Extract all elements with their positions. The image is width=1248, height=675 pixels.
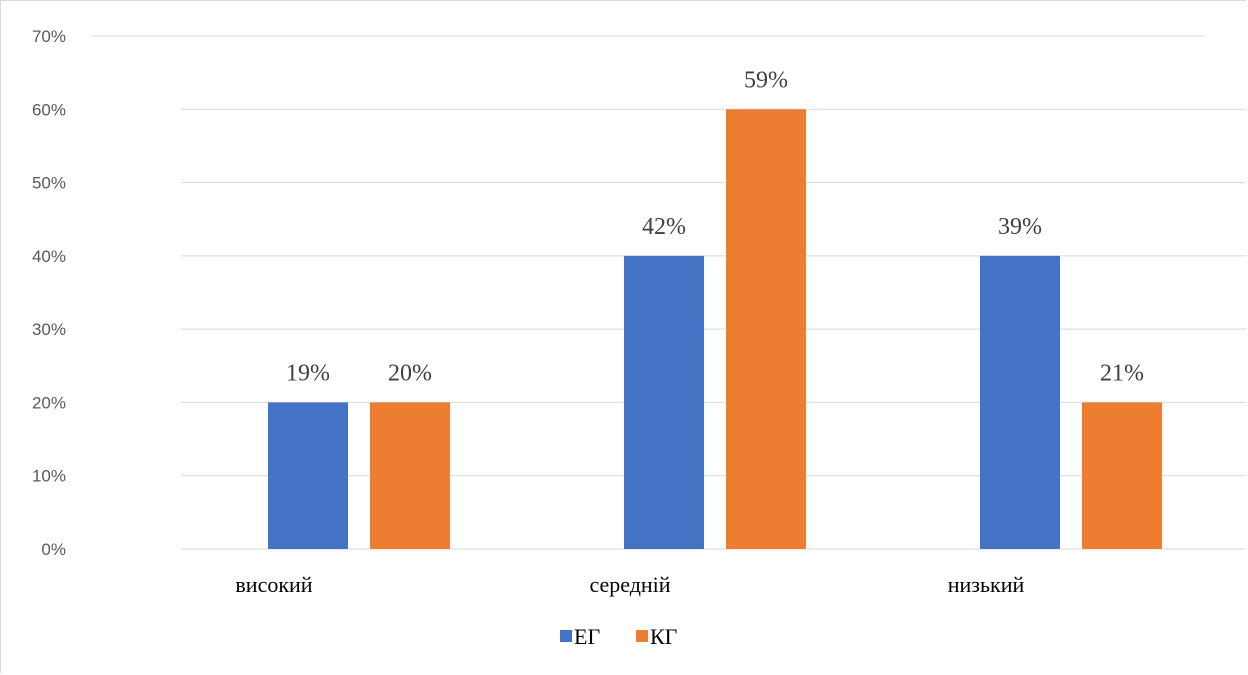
data-label-eg-2: 42% xyxy=(642,214,686,240)
category-label: середній xyxy=(589,572,670,597)
y-tick-label: 70% xyxy=(32,27,66,46)
category-labels: високий середній низький xyxy=(235,572,1024,597)
data-label-kg-2: 59% xyxy=(744,67,788,93)
y-tick-label: 60% xyxy=(32,100,66,119)
y-tick-label: 30% xyxy=(32,320,66,339)
bar-kg-2 xyxy=(726,109,806,550)
legend-label-kg: КГ xyxy=(650,624,678,649)
y-tick-label: 10% xyxy=(32,467,66,486)
data-label-eg-1: 19% xyxy=(286,360,330,386)
legend-swatch-kg xyxy=(636,630,648,642)
data-label-eg-3: 39% xyxy=(998,214,1042,240)
bars xyxy=(268,109,1162,550)
y-tick-label: 0% xyxy=(41,540,66,559)
bar-eg-3 xyxy=(980,255,1060,549)
gridlines xyxy=(91,35,1246,550)
legend-swatch-eg xyxy=(560,630,572,642)
y-tick-label: 20% xyxy=(32,393,66,412)
data-label-kg-3: 21% xyxy=(1100,360,1144,386)
data-labels: 19% 20% 42% 59% 39% 21% xyxy=(286,67,1144,386)
category-label: високий xyxy=(235,572,312,597)
data-label-kg-1: 20% xyxy=(388,360,432,386)
y-tick-label: 40% xyxy=(32,247,66,266)
bar-eg-2 xyxy=(624,255,704,549)
y-axis-tick-labels: 0% 10% 20% 30% 40% 50% 60% 70% xyxy=(32,27,66,559)
y-tick-label: 50% xyxy=(32,174,66,193)
bar-kg-3 xyxy=(1082,402,1162,549)
category-label: низький xyxy=(948,572,1025,597)
bar-eg-1 xyxy=(268,402,348,549)
legend: ЕГ КГ xyxy=(560,624,678,649)
legend-label-eg: ЕГ xyxy=(574,624,600,649)
bar-kg-1 xyxy=(370,402,450,549)
